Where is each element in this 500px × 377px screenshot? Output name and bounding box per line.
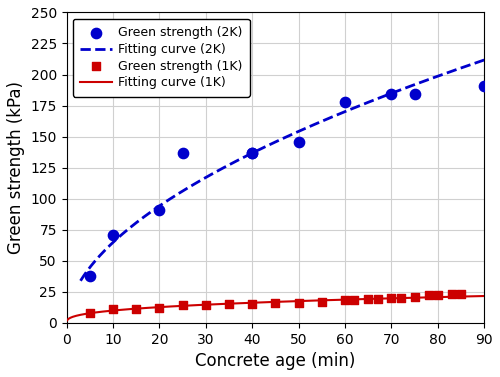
- Green strength (1K): [457, 291, 465, 297]
- Green strength (1K): [388, 295, 396, 301]
- Green strength (1K): [374, 296, 382, 302]
- Green strength (2K): [410, 91, 418, 97]
- Fitting curve (1K): [64, 318, 70, 323]
- Green strength (1K): [225, 301, 233, 307]
- Green strength (1K): [341, 297, 349, 303]
- Green strength (1K): [294, 300, 302, 306]
- Green strength (2K): [156, 207, 164, 213]
- Green strength (1K): [202, 302, 210, 308]
- Green strength (1K): [86, 310, 94, 316]
- Green strength (2K): [341, 99, 349, 105]
- Fitting curve (1K): [262, 300, 268, 305]
- Green strength (1K): [448, 291, 456, 297]
- Green strength (1K): [272, 300, 280, 306]
- Green strength (1K): [156, 305, 164, 311]
- Fitting curve (2K): [481, 58, 487, 62]
- Green strength (2K): [178, 150, 186, 156]
- Fitting curve (1K): [471, 294, 477, 299]
- Green strength (1K): [132, 306, 140, 312]
- Green strength (1K): [350, 297, 358, 303]
- Green strength (2K): [388, 91, 396, 97]
- Fitting curve (2K): [272, 140, 278, 144]
- Fitting curve (2K): [472, 61, 478, 66]
- Line: Fitting curve (2K): Fitting curve (2K): [80, 60, 484, 281]
- Line: Fitting curve (1K): Fitting curve (1K): [67, 296, 484, 320]
- Fitting curve (2K): [408, 84, 414, 88]
- Green strength (2K): [480, 83, 488, 89]
- Green strength (2K): [294, 138, 302, 144]
- Green strength (1K): [178, 302, 186, 308]
- Fitting curve (2K): [270, 141, 276, 146]
- Green strength (2K): [109, 231, 117, 238]
- X-axis label: Concrete age (min): Concrete age (min): [195, 352, 356, 370]
- Green strength (1K): [109, 306, 117, 312]
- Fitting curve (2K): [318, 120, 324, 124]
- Fitting curve (1K): [406, 296, 412, 300]
- Green strength (2K): [248, 150, 256, 156]
- Green strength (1K): [396, 295, 404, 301]
- Fitting curve (1K): [290, 299, 296, 303]
- Fitting curve (1K): [264, 300, 270, 304]
- Green strength (1K): [434, 293, 442, 299]
- Fitting curve (1K): [312, 298, 318, 303]
- Fitting curve (1K): [481, 294, 487, 298]
- Fitting curve (2K): [78, 279, 84, 283]
- Green strength (1K): [248, 301, 256, 307]
- Green strength (1K): [364, 296, 372, 302]
- Green strength (2K): [248, 150, 256, 156]
- Fitting curve (2K): [296, 129, 302, 133]
- Green strength (2K): [86, 273, 94, 279]
- Legend: Green strength (2K), Fitting curve (2K), Green strength (1K), Fitting curve (1K): Green strength (2K), Fitting curve (2K),…: [73, 19, 250, 97]
- Y-axis label: Green strength (kPa): Green strength (kPa): [7, 81, 25, 254]
- Green strength (1K): [318, 299, 326, 305]
- Green strength (1K): [410, 294, 418, 300]
- Green strength (1K): [424, 293, 432, 299]
